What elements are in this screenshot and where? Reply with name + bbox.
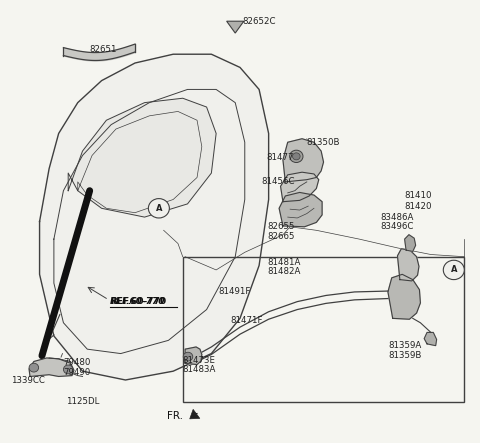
Text: REF.60-770: REF.60-770: [110, 297, 167, 306]
Polygon shape: [405, 235, 416, 252]
Polygon shape: [29, 358, 74, 377]
Text: 82655: 82655: [268, 222, 295, 231]
Text: 81477: 81477: [266, 153, 294, 162]
Polygon shape: [39, 54, 269, 380]
Text: 81473E: 81473E: [183, 356, 216, 365]
Circle shape: [183, 352, 193, 361]
Bar: [183, 256, 464, 402]
Circle shape: [63, 365, 73, 374]
Polygon shape: [279, 192, 322, 227]
Text: 81350B: 81350B: [307, 138, 340, 147]
Circle shape: [148, 198, 169, 218]
Circle shape: [292, 153, 300, 160]
FancyArrowPatch shape: [190, 409, 200, 419]
Text: 1125DL: 1125DL: [66, 396, 99, 406]
Text: 81359A: 81359A: [388, 341, 421, 350]
Polygon shape: [388, 274, 420, 319]
Polygon shape: [424, 332, 437, 346]
Circle shape: [289, 150, 303, 163]
Polygon shape: [397, 249, 419, 281]
Text: A: A: [451, 265, 457, 274]
Text: 79480: 79480: [63, 358, 91, 367]
Text: REF.60-770: REF.60-770: [110, 297, 166, 306]
Text: 81456C: 81456C: [262, 177, 295, 187]
Text: 81483A: 81483A: [183, 365, 216, 374]
Text: 81420: 81420: [405, 202, 432, 210]
Text: 83486A: 83486A: [381, 213, 414, 222]
Text: 82651: 82651: [90, 45, 117, 54]
Text: 82652C: 82652C: [242, 17, 276, 26]
Text: FR.: FR.: [168, 411, 183, 421]
Text: 81471F: 81471F: [230, 315, 263, 325]
Polygon shape: [68, 98, 216, 217]
Polygon shape: [283, 139, 324, 182]
Text: 81482A: 81482A: [268, 267, 301, 276]
Text: 81359B: 81359B: [388, 351, 421, 360]
Text: 83496C: 83496C: [381, 222, 414, 231]
Text: 81491F: 81491F: [218, 288, 251, 296]
Circle shape: [29, 363, 38, 372]
Polygon shape: [185, 347, 202, 365]
Polygon shape: [227, 21, 244, 33]
Text: 81481A: 81481A: [268, 257, 301, 267]
Polygon shape: [281, 172, 319, 202]
Text: 1339CC: 1339CC: [11, 377, 45, 385]
Text: 79490: 79490: [63, 368, 91, 377]
Circle shape: [444, 260, 464, 280]
Text: 82665: 82665: [268, 232, 295, 241]
Text: A: A: [156, 204, 162, 213]
Text: 81410: 81410: [405, 190, 432, 200]
